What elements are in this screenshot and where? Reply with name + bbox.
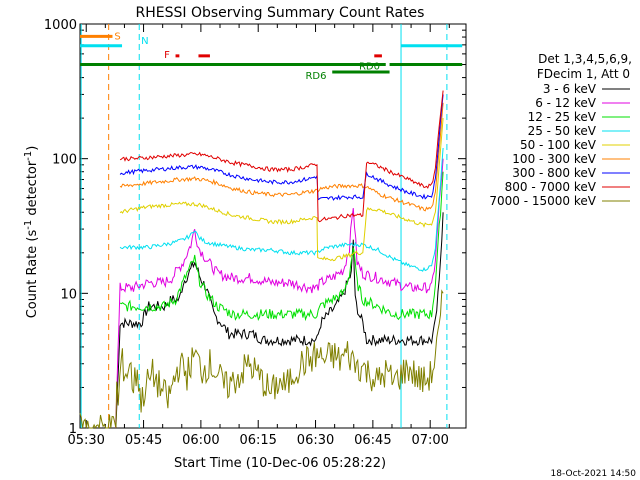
- legend-entry-label: 6 - 12 keV: [535, 96, 597, 110]
- series-line: [115, 158, 444, 429]
- legend-entry-label: 100 - 300 keV: [512, 152, 596, 166]
- x-tick-label: 05:45: [125, 433, 162, 448]
- legend-entry-label: 7000 - 15000 keV: [489, 194, 596, 208]
- x-tick-label: 05:30: [67, 433, 104, 448]
- series-line: [119, 94, 444, 201]
- legend-entry-label: 800 - 7000 keV: [505, 180, 597, 194]
- x-tick-label: 06:30: [297, 433, 334, 448]
- flag-label: RD0: [359, 61, 380, 72]
- legend-entry-label: 3 - 6 keV: [543, 82, 597, 96]
- y-tick-label: 1: [69, 422, 77, 437]
- x-axis-label: Start Time (10-Dec-06 05:28:22): [174, 456, 386, 471]
- y-tick-label: 100: [52, 153, 77, 168]
- y-tick-label: 10: [60, 287, 77, 302]
- footer-timestamp: 18-Oct-2021 14:50: [551, 469, 637, 479]
- legend-entry-label: 50 - 100 keV: [520, 138, 597, 152]
- series-line: [115, 212, 444, 429]
- legend-title-2: FDecim 1, Att 0: [537, 67, 630, 81]
- observing-flag-segments: S N F RD0 RD6: [80, 31, 463, 82]
- x-tick-labels: 05:30 05:45 06:00 06:15 06:30 06:45 07:00: [67, 433, 448, 448]
- y-axis-label-sup1: -1: [23, 220, 34, 230]
- flag-label: N: [141, 36, 148, 47]
- y-axis-label-mid: detector: [25, 160, 40, 220]
- y-tick-label: 1000: [44, 18, 77, 33]
- y-axis-label-sup2: -1: [23, 151, 34, 161]
- series-lines: [79, 90, 444, 430]
- y-axis-label-end: ): [25, 146, 40, 151]
- series-line: [119, 147, 444, 272]
- x-tick-label: 06:45: [354, 433, 391, 448]
- x-tick-label: 07:00: [411, 433, 448, 448]
- legend-entry-label: 12 - 25 keV: [528, 110, 597, 124]
- flag-label: F: [164, 50, 170, 61]
- x-tick-label: 06:00: [182, 433, 219, 448]
- flag-label: S: [114, 31, 120, 42]
- y-axis-label: Count Rate (s-1 detector-1): [23, 146, 40, 319]
- y-axis-label-main: Count Rate (s: [25, 230, 40, 319]
- x-tick-label: 06:15: [239, 433, 276, 448]
- legend: Det 1,3,4,5,6,9, FDecim 1, Att 0 3 - 6 k…: [489, 52, 632, 208]
- flag-label: RD6: [305, 71, 326, 82]
- vertical-markers: [80, 24, 448, 428]
- series-line: [79, 289, 444, 430]
- legend-entry-label: 25 - 50 keV: [528, 124, 597, 138]
- chart-title: RHESSI Observing Summary Count Rates: [136, 5, 425, 21]
- series-line: [119, 171, 444, 322]
- series-line: [119, 90, 444, 223]
- series-line: [119, 118, 444, 262]
- series-line: [119, 102, 444, 212]
- plot-axes: [79, 23, 467, 429]
- y-tick-labels: 1 10 100 1000: [44, 18, 77, 437]
- plot-frame: [79, 23, 467, 429]
- legend-entry-label: 300 - 800 keV: [512, 166, 596, 180]
- legend-title-1: Det 1,3,4,5,6,9,: [538, 52, 632, 66]
